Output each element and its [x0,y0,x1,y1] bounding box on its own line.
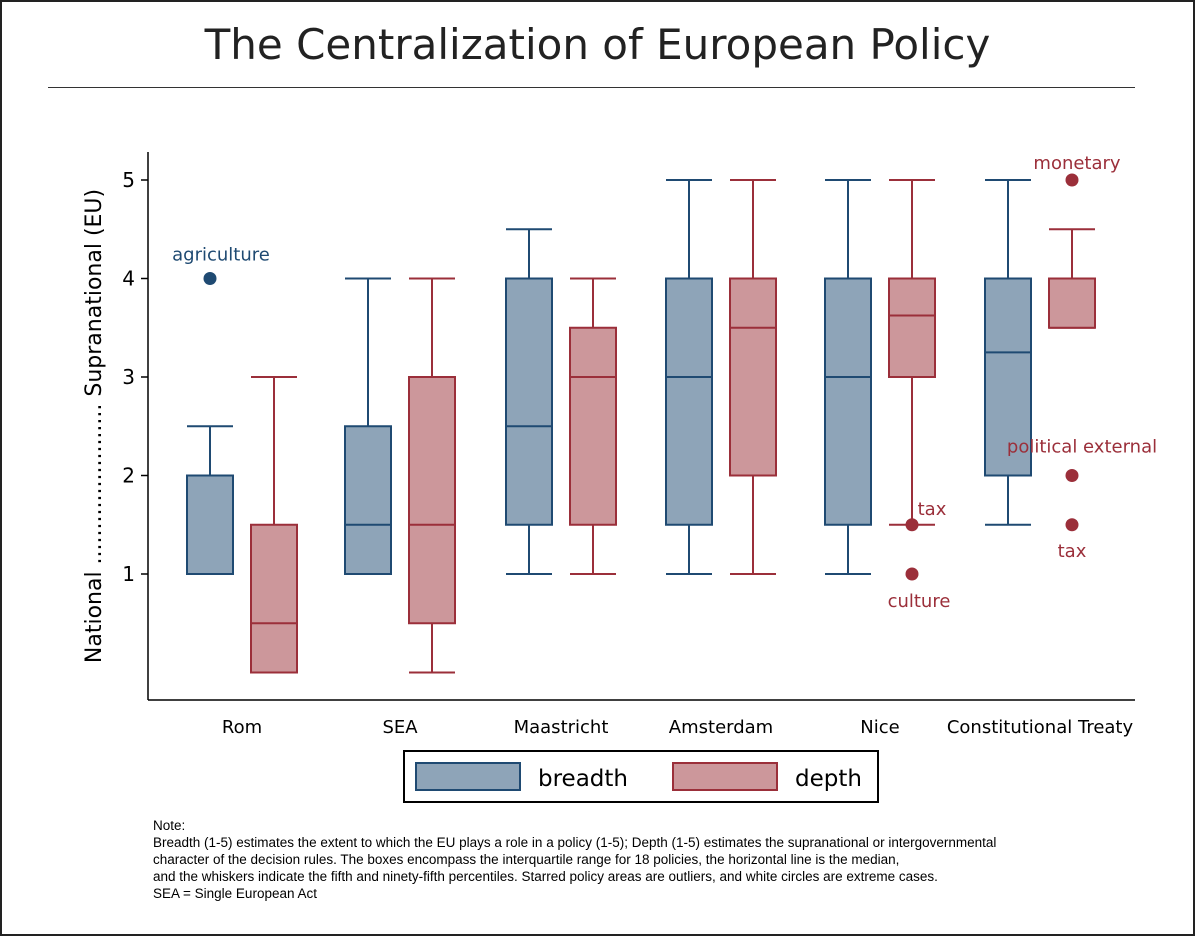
y-tick-label: 2 [122,464,135,488]
outlier-label: tax [918,499,947,520]
outlier-label: tax [1058,541,1087,562]
note-line: and the whiskers indicate the fifth and … [153,869,938,884]
breadth-box [824,277,872,526]
x-tick-label: Rom [222,717,262,738]
breadth-outlier-point [203,272,217,285]
x-tick-label: Nice [860,717,899,738]
figure-note: Note: Breadth (1-5) estimates the extent… [153,817,1153,902]
breadth-box [665,277,713,526]
note-line: character of the decision rules. The box… [153,852,900,867]
legend-swatch-breadth [415,762,521,791]
outlier-label: culture [888,591,951,612]
depth-box [250,523,298,674]
depth-box [729,277,777,477]
legend-label-breadth: breadth [538,766,628,792]
depth-box [408,376,456,625]
y-axis-label: National ....................... Suprana… [82,189,107,663]
note-line: SEA = Single European Act [153,886,317,901]
x-tick-label: Constitutional Treaty [947,717,1134,738]
y-tick-label: 5 [122,168,135,192]
depth-box [569,326,617,526]
depth-outlier-point [905,567,919,581]
breadth-box [984,277,1032,477]
depth-outlier-point [1065,469,1079,482]
depth-box [888,277,936,378]
y-tick-label: 1 [122,562,135,586]
x-tick-label: Amsterdam [669,717,773,738]
outlier-label: agriculture [172,245,270,266]
depth-outlier-point [1065,518,1079,532]
breadth-box [505,277,553,526]
outlier-label: monetary [1033,153,1121,174]
y-tick-label: 3 [122,365,135,389]
y-tick-label: 4 [122,267,135,291]
depth-outlier-point [905,518,919,532]
note-heading: Note: [153,818,186,833]
note-line: Breadth (1-5) estimates the extent to wh… [153,835,997,850]
breadth-box [344,425,392,575]
depth-box [1048,277,1096,329]
breadth-box [186,474,234,575]
legend-swatch-depth [672,762,778,791]
x-tick-label: SEA [382,717,418,738]
page-title: The Centralization of European Policy [204,20,991,69]
title-divider [48,87,1135,88]
x-tick-label: Maastricht [514,717,609,738]
depth-outlier-point [1065,173,1079,187]
outlier-label: political external [1007,437,1157,458]
legend-label-depth: depth [795,766,862,792]
